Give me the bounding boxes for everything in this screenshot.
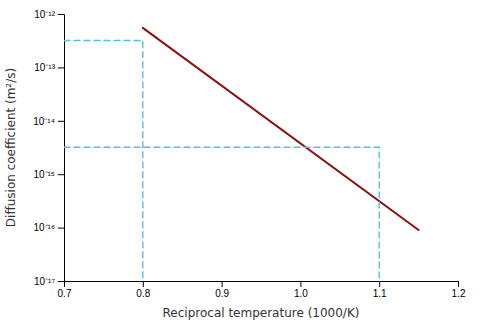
x-tick-mark: [458, 281, 459, 287]
y-tick-label: 10⁻¹⁶: [33, 222, 55, 233]
y-tick: 10⁻¹⁵: [33, 169, 64, 180]
x-tick: 1.1: [373, 281, 387, 299]
x-axis-title: Reciprocal temperature (1000/K): [163, 306, 360, 320]
y-axis-line: [58, 15, 65, 282]
x-tick-mark: [300, 281, 301, 287]
x-tick-mark: [379, 281, 380, 287]
y-tick: 10⁻¹⁶: [33, 222, 64, 233]
y-tick-label: 10⁻¹⁵: [33, 169, 55, 180]
y-tick-label: 10⁻¹²: [34, 9, 55, 20]
y-tick-label: 10⁻¹³: [34, 62, 55, 73]
x-tick-label: 0.7: [58, 288, 72, 299]
y-tick-label: 10⁻¹⁴: [33, 116, 55, 127]
x-tick: 0.8: [136, 281, 150, 299]
y-tick: 10⁻¹³: [34, 62, 64, 73]
y-tick-mark: [58, 121, 64, 122]
plot-area: 0.70.80.91.01.11.210⁻¹⁷10⁻¹⁶10⁻¹⁵10⁻¹⁴10…: [33, 9, 466, 299]
y-tick: 10⁻¹⁴: [33, 116, 64, 127]
y-tick-mark: [58, 67, 64, 68]
x-tick-label: 1.0: [294, 288, 308, 299]
series-line: [143, 28, 419, 230]
x-tick: 1.2: [452, 281, 466, 299]
x-tick-label: 0.8: [136, 288, 150, 299]
y-tick-label: 10⁻¹⁷: [34, 276, 55, 287]
x-tick: 0.7: [58, 281, 72, 299]
x-tick-label: 0.9: [215, 288, 229, 299]
x-tick: 0.9: [215, 281, 229, 299]
x-tick-mark: [143, 281, 144, 287]
y-tick-mark: [58, 14, 64, 15]
y-tick: 10⁻¹⁷: [34, 276, 64, 287]
chart: 0.70.80.91.01.11.210⁻¹⁷10⁻¹⁶10⁻¹⁵10⁻¹⁴10…: [0, 0, 480, 325]
y-tick-mark: [58, 281, 64, 282]
series-line: [64, 147, 379, 281]
series-group: [64, 28, 419, 281]
x-tick-mark: [222, 281, 223, 287]
y-tick-mark: [58, 174, 64, 175]
x-axis: 0.7 0.8 0.9 1.0 1.1 1.2: [58, 281, 466, 299]
series-line: [64, 40, 143, 281]
y-tick: 10⁻¹²: [34, 9, 64, 20]
y-axis: 10⁻¹⁷ 10⁻¹⁶ 10⁻¹⁵ 10⁻¹⁴ 10⁻¹³ 10⁻¹²: [33, 9, 64, 287]
y-tick-mark: [58, 228, 64, 229]
x-tick: 1.0: [294, 281, 308, 299]
y-axis-title: Diffusion coefficient (m²/s): [4, 68, 18, 227]
x-tick-label: 1.1: [373, 288, 387, 299]
x-axis-line: [65, 282, 459, 288]
x-tick-label: 1.2: [452, 288, 466, 299]
